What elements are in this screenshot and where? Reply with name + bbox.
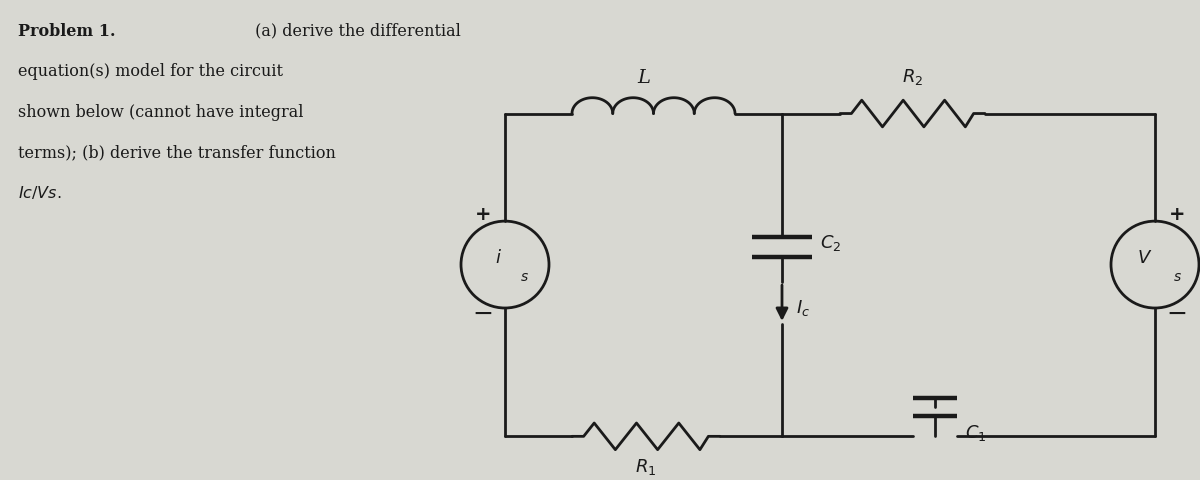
Text: −: −	[1166, 301, 1188, 325]
Text: $I_c$: $I_c$	[796, 298, 810, 317]
Text: +: +	[475, 204, 491, 223]
Text: −: −	[473, 301, 493, 325]
Text: (a) derive the differential: (a) derive the differential	[250, 23, 461, 40]
Text: $s$: $s$	[520, 270, 528, 284]
Text: $R_1$: $R_1$	[635, 456, 656, 476]
Text: terms); (b) derive the transfer function: terms); (b) derive the transfer function	[18, 144, 336, 161]
Text: L: L	[637, 69, 650, 87]
Text: $R_2$: $R_2$	[902, 67, 923, 87]
Text: $V$: $V$	[1138, 248, 1153, 266]
Text: +: +	[1169, 204, 1186, 223]
Text: $i$: $i$	[494, 248, 502, 266]
Text: shown below (cannot have integral: shown below (cannot have integral	[18, 104, 304, 120]
Text: Problem 1.: Problem 1.	[18, 23, 115, 40]
Text: $\mathit{Ic/Vs}.$: $\mathit{Ic/Vs}.$	[18, 184, 61, 201]
Text: $C_1$: $C_1$	[965, 421, 986, 442]
Text: $C_2$: $C_2$	[820, 232, 841, 252]
Text: $s$: $s$	[1172, 270, 1182, 284]
Text: equation(s) model for the circuit: equation(s) model for the circuit	[18, 63, 283, 80]
